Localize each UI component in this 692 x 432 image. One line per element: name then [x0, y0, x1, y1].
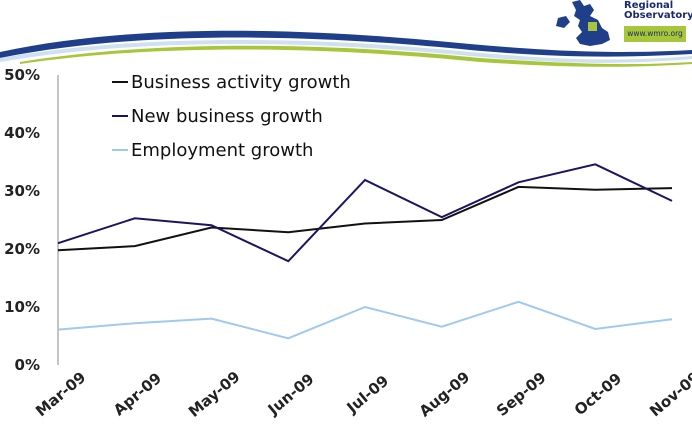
- logo-line1: Regional: [624, 0, 674, 11]
- x-tick-label: Sep-09: [493, 368, 550, 420]
- y-tick-label: 30%: [4, 182, 40, 200]
- uk-map-icon: [556, 0, 610, 46]
- x-tick-label: May-09: [185, 368, 244, 421]
- y-tick-label: 50%: [4, 66, 40, 84]
- x-tick-label: Jun-09: [264, 370, 318, 419]
- banner-swoosh-blue: [0, 30, 692, 58]
- x-tick-label: Apr-09: [110, 369, 165, 419]
- legend-label: New business growth: [131, 106, 323, 127]
- y-tick-label: 10%: [4, 298, 40, 316]
- header-banner-swoosh: [0, 30, 692, 67]
- x-tick-label: Jul-09: [343, 372, 393, 418]
- x-tick-label: Mar-09: [32, 368, 89, 420]
- logo-line2: Observatory: [624, 10, 692, 21]
- series-line-3: [57, 300, 673, 340]
- banner-swoosh-light: [0, 40, 692, 63]
- legend-label: Employment growth: [131, 140, 313, 161]
- y-tick-label: 20%: [4, 240, 40, 258]
- y-tick-label: 0%: [15, 356, 40, 374]
- series-line-1: [57, 185, 673, 252]
- series-lines: [57, 163, 673, 340]
- legend: Business activity growth New business gro…: [112, 72, 351, 161]
- y-axis-ticks: 0% 10% 20% 30% 40% 50%: [4, 66, 40, 374]
- x-axis-ticks: Mar-09 Apr-09 May-09 Jun-09 Jul-09 Aug-09 Sep-…: [32, 368, 692, 421]
- x-tick-label: Oct-09: [571, 369, 625, 419]
- x-tick-label: Aug-09: [416, 368, 474, 420]
- banner-swoosh-green: [20, 45, 692, 67]
- y-tick-label: 40%: [4, 124, 40, 142]
- x-tick-label: Nov-09: [646, 368, 692, 420]
- logo: Regional Observatory www.wmro.org: [532, 0, 692, 50]
- series-line-2: [57, 163, 673, 263]
- logo-url[interactable]: www.wmro.org: [624, 26, 686, 42]
- legend-label: Business activity growth: [131, 72, 351, 93]
